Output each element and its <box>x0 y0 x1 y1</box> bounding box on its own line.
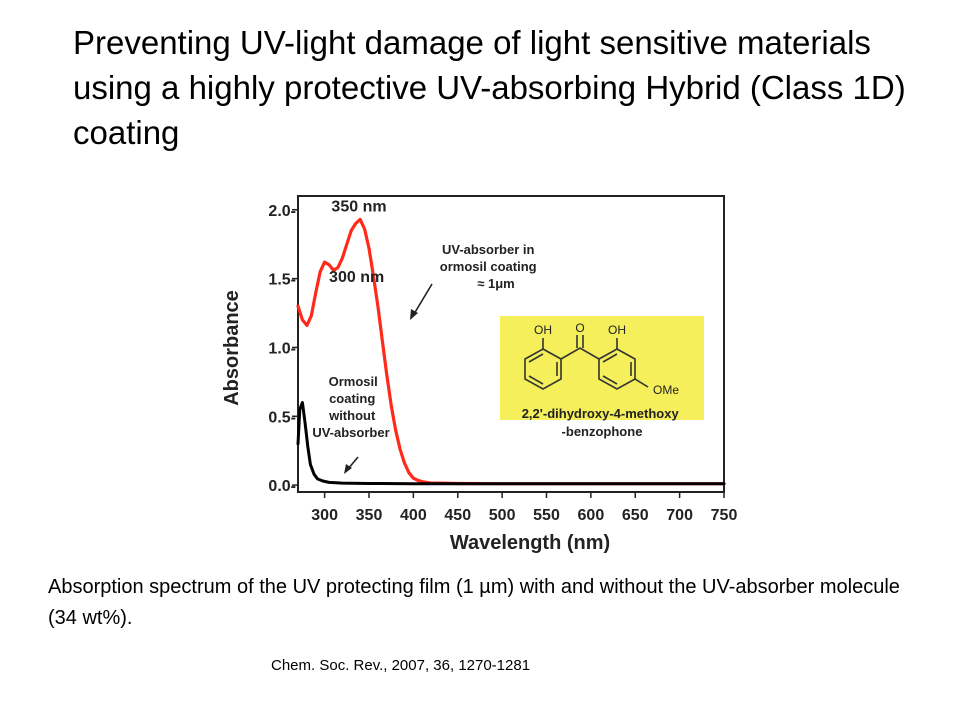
series-line-with-uv-absorber <box>296 217 726 486</box>
x-tick-label-300: 300 <box>311 507 338 524</box>
y-tick-label-0.5: 0.5- <box>268 409 296 426</box>
carbonyl-bridge <box>560 347 600 360</box>
x-axis-label: Wavelength (nm) <box>450 532 610 554</box>
absorption-chart-svg: Absorbance Wavelength (nm) 300 350 400 450 5… <box>221 195 737 554</box>
figure-caption: Absorption spectrum of the UV protecting… <box>48 576 900 629</box>
hydroxyl-bonds <box>542 338 618 349</box>
annotation-ormosil-line-4: UV-absorber <box>312 425 389 440</box>
molecule-name-line-1: 2,2'-dihydroxy-4-methoxy <box>522 406 680 421</box>
atom-label-o: O <box>575 321 584 335</box>
citation: Chem. Soc. Rev., 2007, 36, 1270-1281 <box>271 657 531 674</box>
molecule-inset: OH O OH OMe 2,2'-dihydroxy-4-methoxy -be… <box>500 316 704 439</box>
carbonyl-double-bond <box>576 335 584 348</box>
annotation-300nm: 300 nm <box>329 269 384 286</box>
x-tick-label-600: 600 <box>578 507 605 524</box>
absorption-chart: Absorbance Wavelength (nm) 300 350 400 450 5… <box>200 188 760 560</box>
annotation-ormosil-line-1: Ormosil <box>329 374 378 389</box>
left-ring-double-bonds <box>528 353 558 385</box>
y-tick-label-2: 2.0- <box>268 203 296 220</box>
annotation-uv-absorber: UV-absorber in ormosil coating ≈ 1μm <box>440 242 540 291</box>
molecule-name: 2,2'-dihydroxy-4-methoxy -benzophone <box>522 406 683 439</box>
annotation-uv-absorber-line-1: UV-absorber in <box>442 242 535 257</box>
slide-title: Preventing UV-light damage of light sens… <box>73 24 906 151</box>
annotation-uv-absorber-arrow <box>413 283 433 315</box>
x-tick-label-550: 550 <box>533 507 560 524</box>
atom-label-oh-left: OH <box>534 323 552 337</box>
annotation-uv-absorber-line-3: ≈ 1μm <box>477 276 515 291</box>
benzophenone-structure <box>524 335 649 390</box>
x-tick-label-350: 350 <box>356 507 383 524</box>
x-tick-label-700: 700 <box>666 507 693 524</box>
y-axis-label: Absorbance <box>221 290 243 406</box>
y-tick-label-0: 0.0- <box>268 478 296 495</box>
x-tick-label-650: 650 <box>622 507 649 524</box>
right-ring-double-bonds <box>602 353 632 385</box>
x-tick-label-400: 400 <box>400 507 427 524</box>
molecule-name-line-2: -benzophone <box>562 424 643 439</box>
data-series <box>296 217 726 486</box>
axis-ticks: 300 350 400 450 500 550 600 650 700 750 0.0- 0.5- 1.… <box>268 203 737 524</box>
annotation-ormosil-arrowhead <box>344 464 352 474</box>
atom-label-ome: OMe <box>653 383 679 397</box>
annotation-350nm: 350 nm <box>331 198 386 215</box>
y-tick-label-1: 1.0- <box>268 340 296 357</box>
atom-label-oh-right: OH <box>608 323 626 337</box>
annotation-uv-absorber-arrowhead <box>410 309 418 320</box>
x-tick-label-750: 750 <box>711 507 738 524</box>
annotation-ormosil-line-2: coating <box>329 391 375 406</box>
series-line-without-uv-absorber <box>296 401 726 486</box>
annotation-ormosil: Ormosil coating without UV-absorber <box>312 374 389 440</box>
annotation-uv-absorber-line-2: ormosil coating <box>440 259 537 274</box>
x-tick-label-500: 500 <box>489 507 516 524</box>
annotation-ormosil-line-3: without <box>328 408 376 423</box>
y-tick-label-1.5: 1.5- <box>268 272 296 289</box>
methoxy-bond <box>634 378 649 388</box>
inset-background <box>500 316 704 420</box>
x-tick-label-450: 450 <box>444 507 471 524</box>
plot-frame <box>297 195 725 493</box>
